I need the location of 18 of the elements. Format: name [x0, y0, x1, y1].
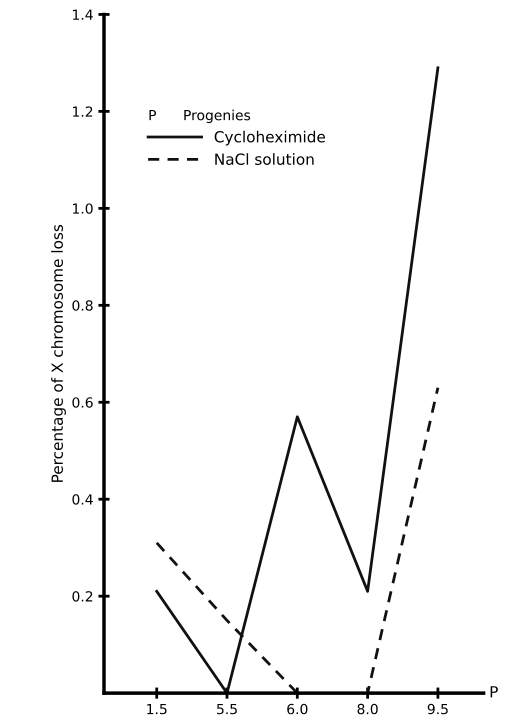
y-tick-label: 1.2: [73, 106, 92, 117]
x-axis-title: P: [490, 686, 498, 698]
line-series: [155, 66, 440, 694]
x-tick-label: 5.5: [217, 704, 237, 714]
x-tick-label: 9.5: [428, 704, 448, 714]
y-tick-label: 0.2: [72, 591, 92, 602]
y-axis-title: Percentage of X chromosome loss: [51, 224, 66, 482]
legend-title: P Progenies: [149, 110, 250, 124]
y-tick-label: 1.4: [73, 10, 93, 20]
x-tick-label: 8.0: [358, 704, 378, 714]
legend-label: Cycloheximide: [214, 130, 326, 146]
x-tick-label: 1.5: [147, 704, 167, 714]
x-tick-label: 6.0: [287, 704, 308, 714]
legend-label: NaCl solution: [215, 153, 314, 165]
y-tick-label: 0.8: [72, 300, 93, 311]
y-tick-label: 1.0: [73, 203, 93, 214]
y-tick-label: 0.4: [72, 494, 93, 505]
y-tick-label: 0.6: [72, 397, 93, 408]
